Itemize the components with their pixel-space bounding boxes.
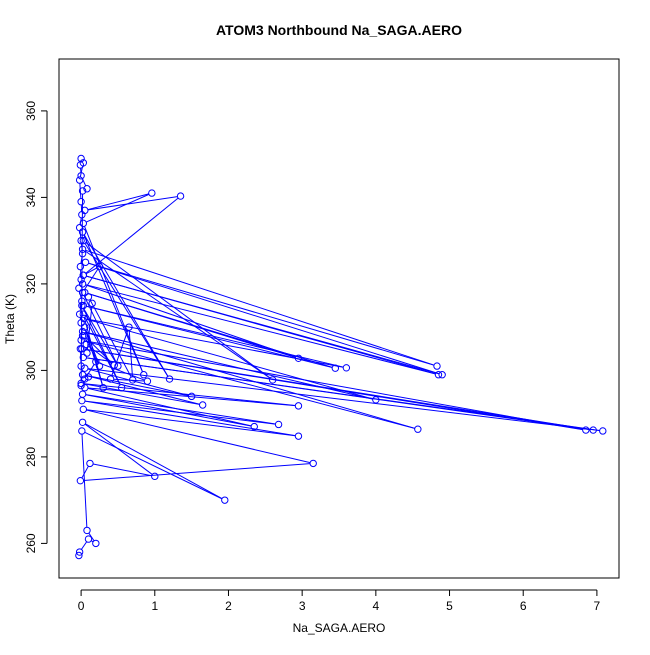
y-tick-label: 300 [24,360,38,380]
x-tick-label: 2 [225,599,232,613]
x-tick-label: 6 [520,599,527,613]
y-tick-label: 340 [24,187,38,207]
chart-title: ATOM3 Northbound Na_SAGA.AERO [216,22,462,38]
y-axis-label: Theta (K) [3,294,17,344]
y-tick-label: 280 [24,447,38,467]
y-tick-label: 320 [24,274,38,294]
y-tick-label: 360 [24,101,38,121]
x-tick-label: 1 [151,599,158,613]
x-axis-label: Na_SAGA.AERO [293,621,386,635]
x-tick-label: 4 [372,599,379,613]
x-tick-label: 3 [299,599,306,613]
x-tick-label: 7 [594,599,601,613]
x-tick-label: 5 [446,599,453,613]
x-tick-label: 0 [78,599,85,613]
y-tick-label: 260 [24,533,38,553]
